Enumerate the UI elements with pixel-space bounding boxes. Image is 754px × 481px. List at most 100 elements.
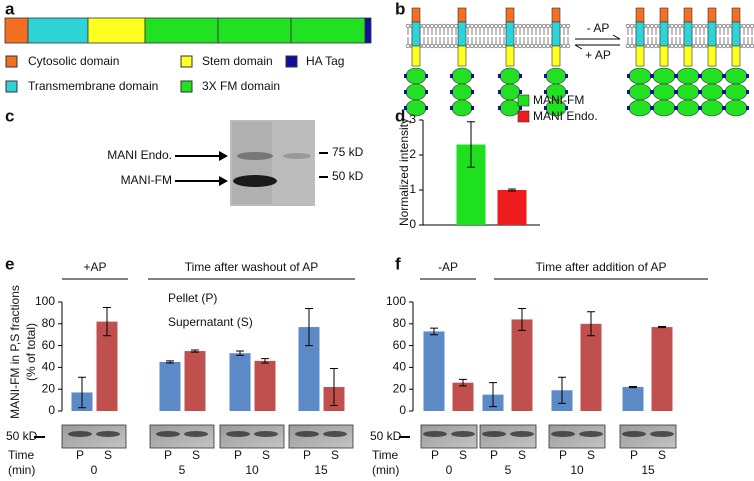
x-tick-label: 5 (179, 463, 186, 477)
tm-domain (505, 21, 515, 47)
lipid-head (421, 43, 427, 49)
group-label: Time after addition of AP (536, 260, 667, 274)
y-axis-label: (% of total) (24, 323, 38, 381)
ha-tag (404, 106, 407, 110)
lipid-head (565, 43, 571, 49)
lipid-head (521, 23, 527, 29)
lane-label: S (331, 448, 339, 462)
blot (288, 424, 354, 449)
lipid-head (725, 23, 731, 29)
fm-domain (700, 83, 724, 101)
band-label: MANI-FM (121, 173, 172, 187)
ha-tag (699, 106, 702, 110)
panel-label: c (5, 106, 14, 125)
lipid-head (693, 43, 699, 49)
ha-tag (425, 90, 428, 94)
lipid-head (653, 43, 659, 49)
y-tick-label: 80 (42, 316, 56, 330)
lipid-head (697, 43, 703, 49)
lipid-head (425, 43, 431, 49)
ha-tag (723, 74, 726, 78)
lipid-head (489, 23, 495, 29)
lipid-head (525, 43, 531, 49)
legend-swatch (5, 80, 18, 93)
lipid-head (485, 23, 491, 29)
lipid-head (721, 43, 727, 49)
ha-tag (450, 74, 453, 78)
lipid-head (473, 43, 479, 49)
ha-tag (425, 74, 428, 78)
lipid-head (489, 43, 495, 49)
cytosolic-domain (457, 7, 467, 23)
y-tick-label: 1 (409, 182, 416, 196)
lipid-head (517, 23, 523, 29)
lipid-head (469, 43, 475, 49)
x-axis-label: Time (372, 448, 399, 462)
lipid-head (521, 43, 527, 49)
legend-label: Pellet (P) (168, 291, 217, 305)
cytosolic-domain (659, 7, 669, 23)
lane-label: P (431, 448, 439, 462)
cytosolic-domain (635, 7, 645, 23)
condition-label: - AP (587, 21, 610, 35)
lipid-head (517, 43, 523, 49)
fm-domain (499, 99, 521, 117)
lipid-head (453, 23, 459, 29)
blot-lane (232, 122, 272, 204)
x-tick-label: 15 (641, 463, 655, 477)
bar (452, 382, 474, 411)
y-axis-label: MANI-FM in P,S fractions (8, 285, 22, 419)
lipid-head (421, 23, 427, 29)
lipid-head (717, 23, 723, 29)
legend-swatch (180, 80, 193, 93)
blot-marker: 50 kD (6, 429, 38, 443)
fm-domain (676, 99, 700, 117)
lane-label: S (104, 448, 112, 462)
error-bar (430, 327, 438, 336)
lane-label: S (459, 448, 467, 462)
error-bar (103, 306, 111, 337)
legend-label: Stem domain (202, 54, 273, 68)
lipid-head (441, 23, 447, 29)
lipid-head (629, 43, 635, 49)
fm-domain (700, 67, 724, 85)
lipid-head (629, 23, 635, 29)
legend-swatch (517, 94, 530, 107)
ha-tag (627, 106, 630, 110)
lipid-head (433, 43, 439, 49)
fm-domain (499, 67, 521, 85)
lipid-head (477, 43, 483, 49)
lipid-head (669, 43, 675, 49)
cytosolic-domain (411, 7, 421, 23)
lipid-head (529, 43, 535, 49)
legend-label: MANI Endo. (533, 109, 598, 123)
y-tick-label: 40 (393, 360, 407, 374)
y-tick-label: 0 (409, 217, 416, 231)
lipid-head (513, 23, 519, 29)
lane-label: P (234, 448, 242, 462)
lane-label: P (76, 448, 84, 462)
lipid-head (745, 23, 751, 29)
ha-tag (471, 106, 474, 110)
lipid-head (433, 23, 439, 29)
lane-label: P (164, 448, 172, 462)
legend-swatch (517, 110, 530, 123)
fm-domain (700, 99, 724, 117)
blot (479, 424, 537, 449)
error-bar (459, 378, 467, 387)
stem-domain (505, 45, 515, 67)
blot-band (295, 431, 319, 437)
blot-band (482, 431, 506, 437)
ha-tag (498, 106, 501, 110)
legend-label: Cytosolic domain (28, 54, 119, 68)
band-label: MANI Endo. (107, 148, 172, 162)
bar (497, 190, 527, 225)
ha-tag (565, 90, 568, 94)
marker-label: 50 kD (332, 169, 364, 183)
error-bar (508, 188, 516, 192)
lipid-head (721, 23, 727, 29)
blot-band (233, 175, 277, 187)
lipid-head (525, 23, 531, 29)
lane-label: P (490, 448, 498, 462)
lipid-head (497, 43, 503, 49)
